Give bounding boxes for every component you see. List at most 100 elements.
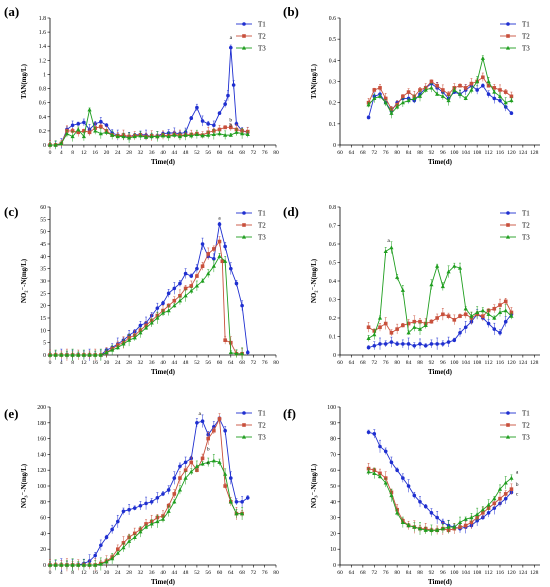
data-point	[440, 526, 445, 531]
legend-label: T1	[522, 210, 530, 218]
x-tick-label: 60	[337, 150, 343, 156]
data-point	[458, 314, 462, 318]
x-tick-label: 104	[462, 150, 471, 156]
x-tick-label: 80	[394, 570, 400, 576]
y-tick-label: 120	[37, 468, 46, 474]
legend-entry-t2: T2	[236, 33, 266, 41]
data-point	[127, 507, 131, 512]
data-point	[99, 119, 103, 124]
data-point	[200, 242, 205, 246]
data-point	[446, 92, 451, 96]
data-point	[206, 460, 211, 464]
significance-letter: b	[516, 482, 519, 488]
data-point	[401, 476, 405, 480]
data-point	[53, 142, 58, 147]
data-point	[400, 100, 405, 105]
data-point	[183, 271, 188, 276]
data-point	[70, 562, 75, 567]
legend-label: T3	[522, 234, 530, 242]
legend-label: T2	[522, 33, 530, 41]
x-tick-label: 4	[60, 360, 63, 366]
data-point	[417, 526, 423, 531]
legend-marker	[242, 223, 246, 227]
data-point	[104, 130, 109, 134]
data-point	[98, 352, 103, 357]
data-point	[509, 310, 514, 315]
data-point	[475, 79, 480, 84]
x-tick-label: 12	[81, 570, 87, 576]
data-point	[498, 496, 502, 501]
data-point	[406, 342, 411, 346]
data-point	[59, 562, 64, 567]
panel-label: (a)	[4, 4, 19, 19]
significance-letter: a	[387, 238, 390, 244]
data-point	[138, 503, 143, 508]
data-point	[149, 134, 154, 139]
x-tick-label: 4	[60, 150, 63, 156]
data-point	[166, 291, 171, 296]
y-tick-label: 1.6	[39, 30, 46, 36]
data-point	[492, 506, 497, 510]
data-point	[189, 284, 194, 288]
data-point	[217, 254, 222, 258]
data-point	[446, 524, 451, 529]
y-tick-label: 140	[37, 452, 46, 458]
data-point	[223, 259, 228, 263]
significance-letter: c	[516, 491, 519, 497]
data-point	[366, 115, 371, 120]
x-tick-label: 64	[228, 150, 234, 156]
x-tick-label: 60	[337, 570, 343, 576]
x-tick-label: 84	[406, 570, 412, 576]
y-tick-label: 5	[43, 341, 46, 347]
data-point	[138, 323, 143, 328]
data-point	[81, 134, 86, 139]
x-tick-label: 20	[104, 570, 110, 576]
x-tick-label: 48	[183, 150, 189, 156]
y-tick-label: 50	[330, 484, 336, 490]
y-tick-label: 0.4	[329, 279, 336, 285]
series-line	[50, 255, 243, 356]
data-point	[149, 500, 154, 504]
data-point	[446, 269, 451, 274]
data-point	[377, 315, 383, 320]
data-point	[132, 134, 137, 139]
data-point	[160, 516, 166, 521]
y-tick-label: 0.6	[39, 101, 46, 107]
data-point	[115, 550, 120, 555]
data-point	[469, 87, 474, 92]
x-tick-label: 36	[149, 150, 155, 156]
y-tick-label: 40	[40, 254, 46, 260]
x-tick-label: 108	[473, 150, 482, 156]
data-point	[418, 88, 422, 92]
data-point	[383, 100, 388, 105]
data-point	[229, 45, 233, 50]
data-point	[217, 127, 222, 132]
y-tick-label: 70	[330, 452, 336, 458]
data-point	[372, 471, 377, 475]
data-point	[395, 342, 399, 346]
x-tick-label: 12	[81, 360, 87, 366]
data-point	[389, 331, 394, 335]
series-t3	[47, 253, 245, 361]
data-point	[121, 545, 126, 550]
x-tick-label: 36	[149, 360, 155, 366]
data-point	[395, 104, 400, 109]
series-t2	[366, 298, 514, 336]
x-tick-label: 92	[429, 570, 435, 576]
x-axis-label: Time(d)	[151, 578, 176, 586]
legend-label: T3	[258, 45, 266, 53]
data-point	[87, 352, 92, 357]
x-tick-label: 76	[383, 570, 389, 576]
data-point	[217, 131, 222, 136]
data-point	[212, 123, 216, 128]
y-tick-label: 0	[43, 143, 46, 149]
data-point	[223, 484, 227, 488]
data-point	[223, 132, 228, 137]
x-tick-label: 64	[349, 150, 355, 156]
y-tick-label: 0.7	[329, 224, 336, 230]
panel-label: (f)	[283, 406, 296, 421]
x-tick-label: 88	[417, 570, 423, 576]
x-tick-label: 72	[371, 360, 377, 366]
x-tick-label: 104	[462, 570, 471, 576]
x-tick-label: 84	[406, 360, 412, 366]
